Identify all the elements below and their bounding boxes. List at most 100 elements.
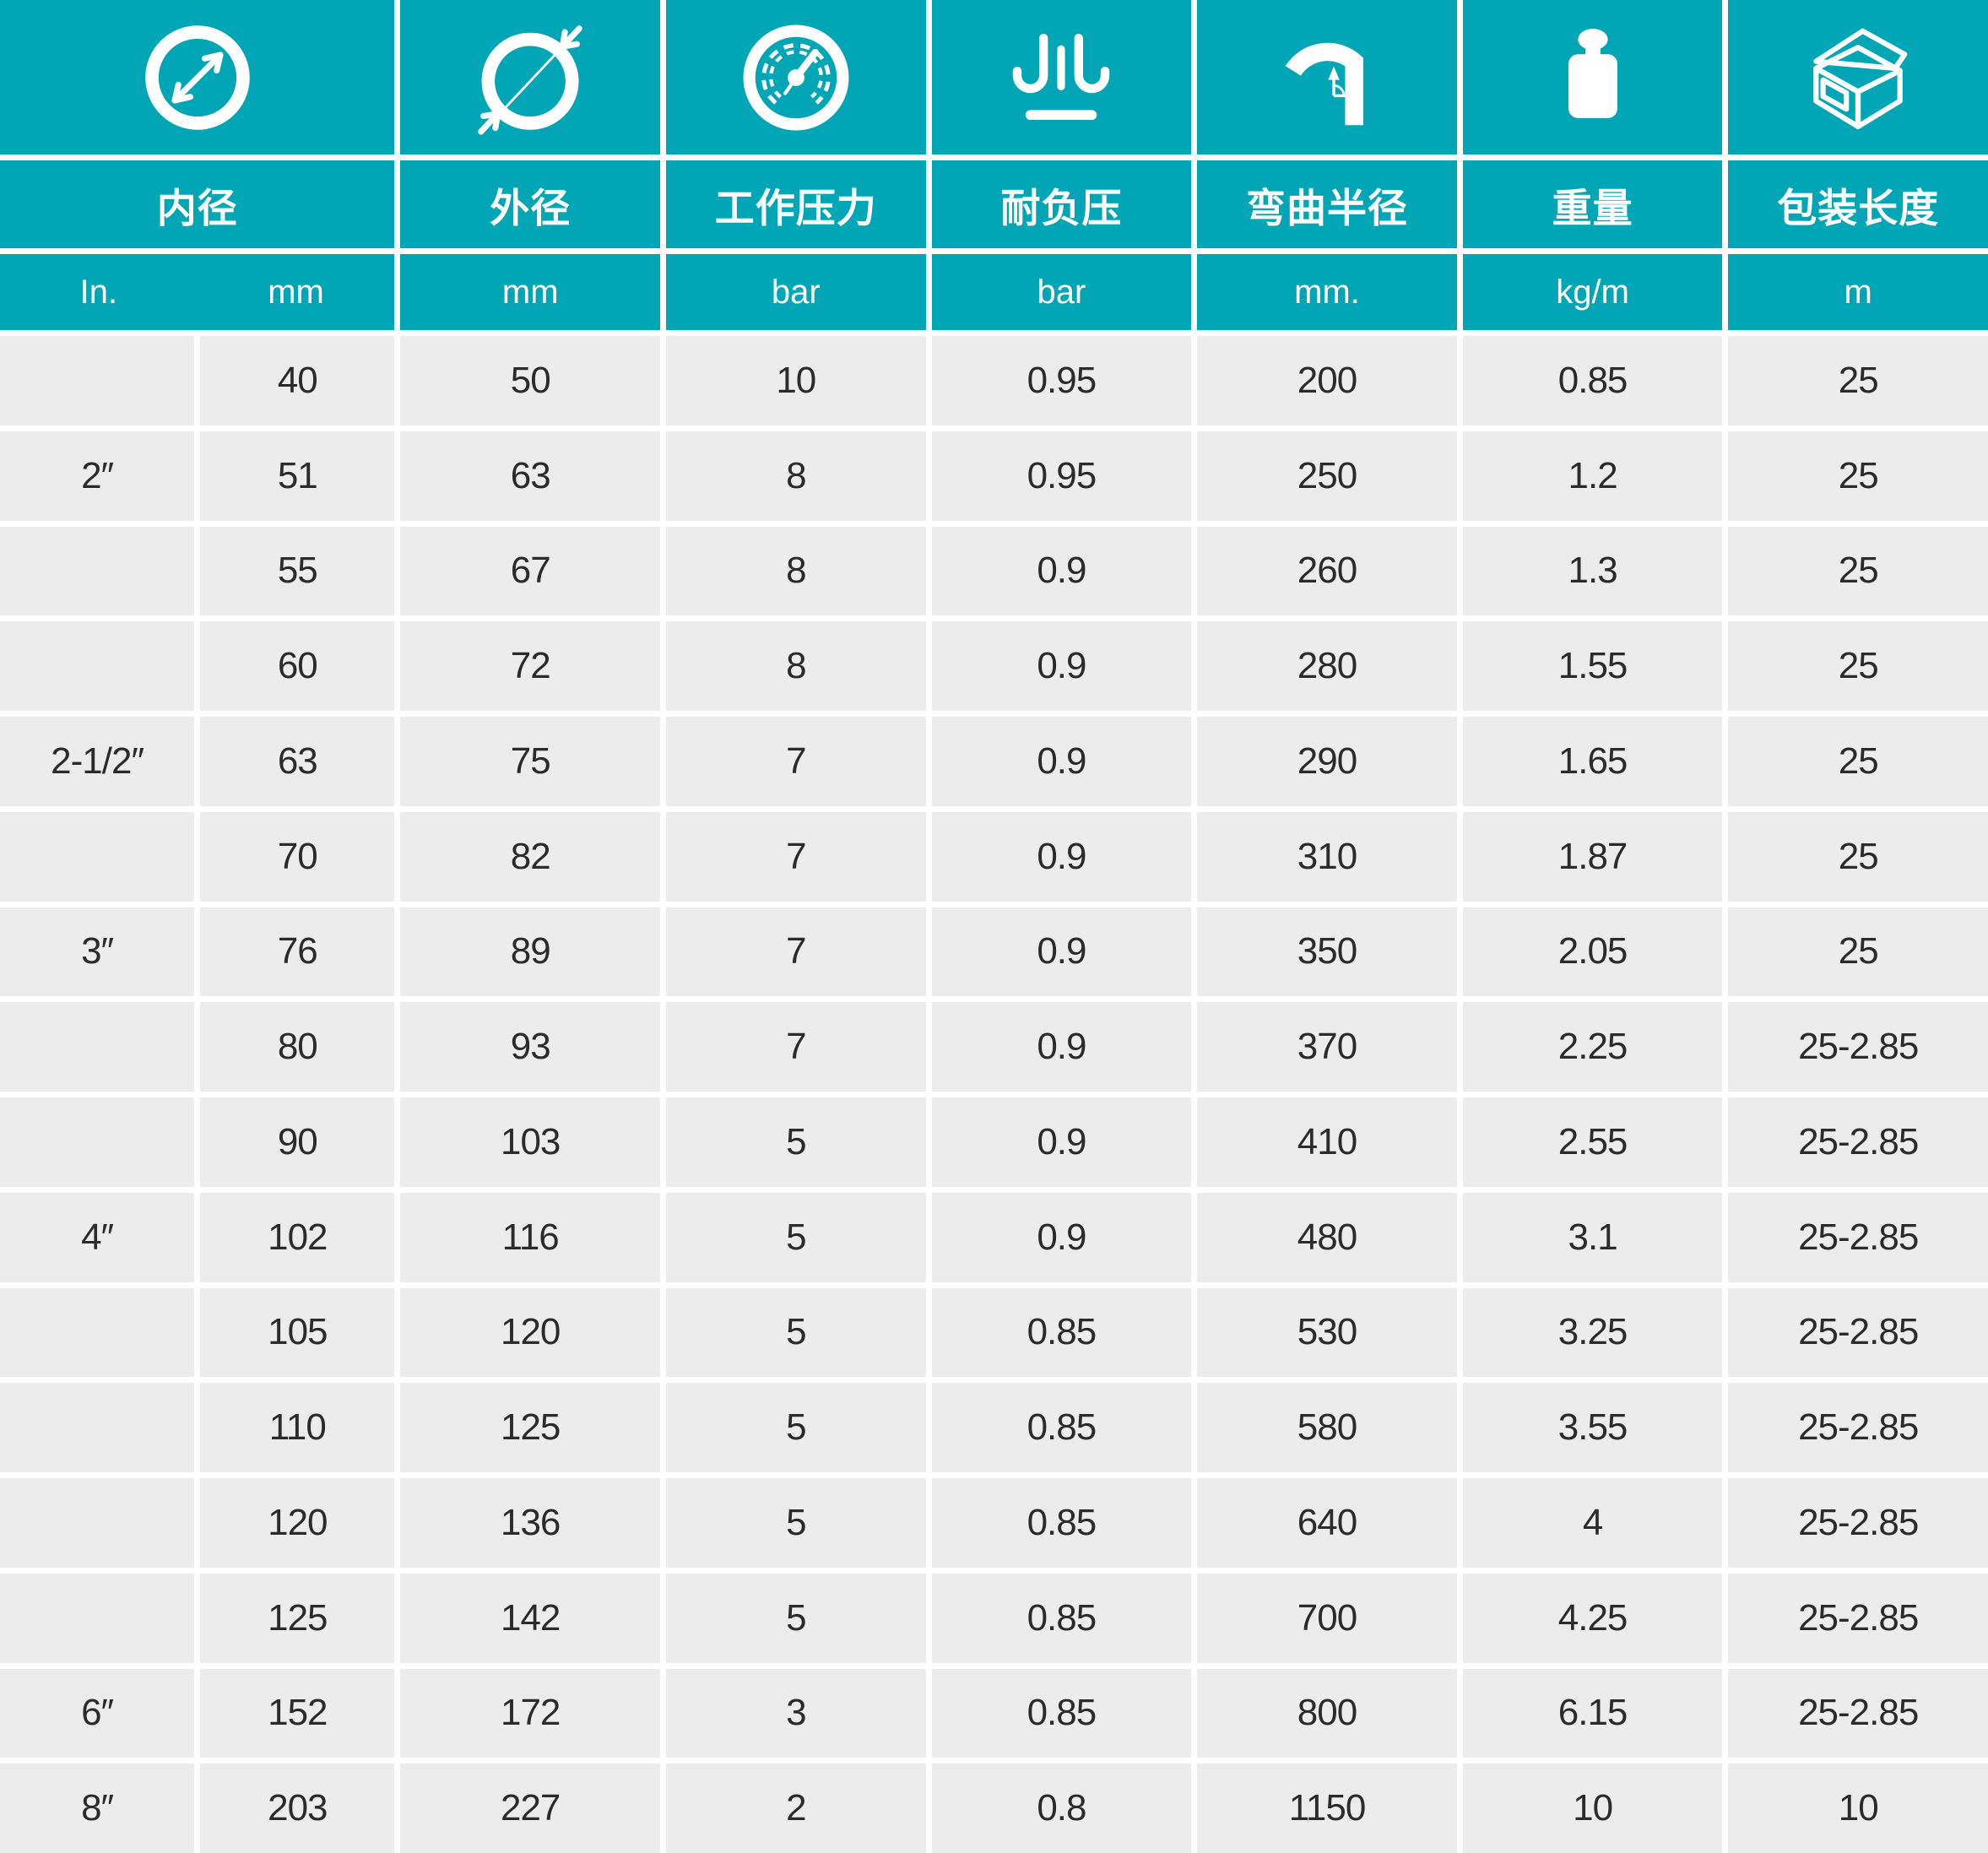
cell-vacuum: 0.9 <box>931 621 1192 711</box>
cell-working-pressure: 8 <box>666 526 926 616</box>
cell-id-mm: 40 <box>200 336 395 425</box>
cell-bend-radius: 580 <box>1197 1383 1457 1472</box>
cell-working-pressure: 2 <box>666 1764 926 1853</box>
cell-od-mm: 63 <box>400 431 660 521</box>
cell-od-mm: 72 <box>400 621 660 711</box>
cell-od-mm: 125 <box>400 1383 660 1472</box>
cell-working-pressure: 5 <box>666 1097 926 1187</box>
cell-weight: 3.55 <box>1462 1383 1723 1472</box>
cell-od-mm: 116 <box>400 1192 660 1282</box>
cell-od-mm: 120 <box>400 1287 660 1378</box>
cell-working-pressure: 5 <box>666 1478 926 1568</box>
unit-weight: kg/m <box>1462 254 1723 330</box>
pressure-gauge-icon <box>743 24 849 130</box>
inner-diameter-icon <box>144 24 250 130</box>
header-weight: 重量 <box>1462 160 1723 248</box>
cell-id-mm: 102 <box>200 1192 395 1282</box>
vacuum-icon-cell <box>931 0 1192 154</box>
cell-working-pressure: 5 <box>666 1383 926 1472</box>
cell-package-length: 25 <box>1728 336 1988 425</box>
cell-inch <box>0 621 195 711</box>
vacuum-icon <box>1013 33 1110 120</box>
unit-package-length: m <box>1728 254 1988 330</box>
cell-inch <box>0 526 195 616</box>
cell-bend-radius: 290 <box>1197 717 1457 806</box>
cell-inch <box>0 1478 195 1568</box>
cell-od-mm: 82 <box>400 811 660 902</box>
cell-bend-radius: 310 <box>1197 811 1457 902</box>
unit-working-pressure: bar <box>666 254 926 330</box>
cell-weight: 1.55 <box>1462 621 1723 711</box>
cell-inch: 6″ <box>0 1668 195 1758</box>
outer-diameter-icon <box>478 24 582 134</box>
header-vacuum: 耐负压 <box>931 160 1192 248</box>
unit-bend-radius: mm. <box>1197 254 1457 330</box>
inner-diameter-icon-cell <box>0 0 395 154</box>
cell-bend-radius: 260 <box>1197 526 1457 616</box>
cell-bend-radius: 480 <box>1197 1192 1457 1282</box>
cell-vacuum: 0.8 <box>931 1764 1192 1853</box>
bend-radius-icon-cell <box>1197 0 1457 154</box>
cell-inch <box>0 1573 195 1663</box>
cell-weight: 1.3 <box>1462 526 1723 616</box>
cell-inch: 2″ <box>0 431 195 521</box>
working-pressure-icon-cell <box>666 0 926 154</box>
weight-icon-cell <box>1462 0 1723 154</box>
outer-diameter-icon-cell <box>400 0 660 154</box>
cell-inch: 8″ <box>0 1764 195 1853</box>
cell-working-pressure: 10 <box>666 336 926 425</box>
cell-inch: 2-1/2″ <box>0 717 195 806</box>
unit-inner-diameter: In. mm <box>0 254 395 330</box>
cell-bend-radius: 250 <box>1197 431 1457 521</box>
cell-od-mm: 93 <box>400 1002 660 1092</box>
cell-vacuum: 0.95 <box>931 431 1192 521</box>
cell-vacuum: 0.85 <box>931 1287 1192 1378</box>
cell-bend-radius: 640 <box>1197 1478 1457 1568</box>
cell-inch <box>0 1383 195 1472</box>
cell-inch: 3″ <box>0 907 195 997</box>
cell-id-mm: 203 <box>200 1764 395 1853</box>
cell-package-length: 25 <box>1728 811 1988 902</box>
cell-vacuum: 0.9 <box>931 1002 1192 1092</box>
cell-package-length: 25 <box>1728 526 1988 616</box>
cell-vacuum: 0.85 <box>931 1383 1192 1472</box>
header-working-pressure: 工作压力 <box>666 160 926 248</box>
cell-vacuum: 0.9 <box>931 717 1192 806</box>
cell-working-pressure: 7 <box>666 717 926 806</box>
cell-od-mm: 67 <box>400 526 660 616</box>
cell-id-mm: 152 <box>200 1668 395 1758</box>
unit-outer-diameter: mm <box>400 254 660 330</box>
cell-id-mm: 90 <box>200 1097 395 1187</box>
cell-od-mm: 75 <box>400 717 660 806</box>
unit-vacuum: bar <box>931 254 1192 330</box>
header-inner-diameter: 内径 <box>0 160 395 248</box>
package-length-icon-cell <box>1728 0 1988 154</box>
cell-package-length: 25-2.85 <box>1728 1287 1988 1378</box>
header-package-length: 包装长度 <box>1728 160 1988 248</box>
cell-id-mm: 105 <box>200 1287 395 1378</box>
cell-package-length: 25-2.85 <box>1728 1192 1988 1282</box>
cell-bend-radius: 410 <box>1197 1097 1457 1187</box>
cell-od-mm: 142 <box>400 1573 660 1663</box>
cell-package-length: 10 <box>1728 1764 1988 1853</box>
cell-inch <box>0 1097 195 1187</box>
cell-bend-radius: 700 <box>1197 1573 1457 1663</box>
cell-vacuum: 0.9 <box>931 907 1192 997</box>
package-icon <box>1813 28 1908 129</box>
cell-inch <box>0 1002 195 1092</box>
cell-weight: 4 <box>1462 1478 1723 1568</box>
cell-package-length: 25 <box>1728 907 1988 997</box>
cell-vacuum: 0.9 <box>931 1192 1192 1282</box>
header-bend-radius: 弯曲半径 <box>1197 160 1457 248</box>
cell-vacuum: 0.9 <box>931 1097 1192 1187</box>
cell-id-mm: 110 <box>200 1383 395 1472</box>
cell-package-length: 25 <box>1728 621 1988 711</box>
cell-id-mm: 120 <box>200 1478 395 1568</box>
cell-vacuum: 0.85 <box>931 1573 1192 1663</box>
cell-id-mm: 76 <box>200 907 395 997</box>
header-outer-diameter: 外径 <box>400 160 660 248</box>
unit-inches: In. <box>79 273 118 311</box>
cell-working-pressure: 5 <box>666 1573 926 1663</box>
cell-id-mm: 55 <box>200 526 395 616</box>
cell-od-mm: 50 <box>400 336 660 425</box>
